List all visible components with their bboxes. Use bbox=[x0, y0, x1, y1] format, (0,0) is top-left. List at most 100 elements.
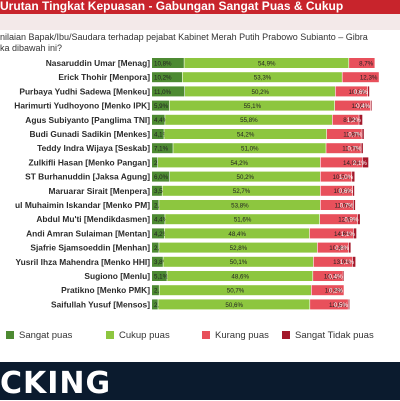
data-label-sangat-puas: 4,4% bbox=[154, 217, 169, 224]
legend-item-sangat-puas: Sangat puas bbox=[6, 330, 72, 341]
bar-segment-kurang-puas bbox=[342, 72, 379, 83]
bar-segment-cukup-puas bbox=[159, 285, 311, 296]
bar-segment-cukup-puas bbox=[159, 200, 320, 210]
bar-segment-kurang-puas bbox=[320, 200, 353, 210]
bar-segment-sangat-tidak-puas bbox=[352, 171, 355, 182]
bar-segment-cukup-puas bbox=[170, 171, 320, 182]
bar-segment-sangat-puas bbox=[152, 228, 164, 239]
bar-segment-kurang-puas bbox=[320, 157, 362, 168]
bar-segment-kurang-puas bbox=[335, 86, 368, 97]
bar-segment-sangat-tidak-puas bbox=[362, 157, 369, 168]
data-label-kurang-puas: 14,0% bbox=[343, 160, 361, 167]
bar-segment-kurang-puas bbox=[310, 299, 348, 310]
category-label: Harimurti Yudhoyono [Menko IPK] bbox=[14, 101, 150, 111]
bar-segment-kurang-puas bbox=[320, 171, 352, 182]
legend-swatch-kurang-puas bbox=[202, 331, 210, 340]
bar-segment-cukup-puas bbox=[169, 100, 335, 111]
data-label-kurang-puas: 13,0% bbox=[333, 259, 351, 266]
data-label-cukup-puas: 51,6% bbox=[234, 217, 252, 224]
bar-segment-sangat-puas bbox=[152, 58, 184, 68]
bar-segment-kurang-puas bbox=[326, 129, 362, 139]
bar-segment-cukup-puas bbox=[159, 242, 317, 253]
brand-logo-text: CKING bbox=[0, 366, 112, 401]
data-label-sangat-tidak-puas: 1,0% bbox=[339, 174, 354, 181]
bar-segment-sangat-puas bbox=[152, 256, 163, 267]
bar-segment-sangat-puas bbox=[152, 185, 162, 196]
bar-segment-sangat-puas bbox=[152, 242, 159, 253]
footer-band bbox=[0, 362, 400, 400]
bar-segment-sangat-tidak-puas bbox=[359, 114, 363, 125]
question-line-1: nilaian Bapak/Ibu/Saudara terhadap pejab… bbox=[0, 32, 368, 42]
data-label-cukup-puas: 48,6% bbox=[231, 273, 249, 280]
data-label-kurang-puas: 10,9% bbox=[325, 288, 343, 295]
data-label-sangat-tidak-puas: 0,4% bbox=[356, 103, 371, 110]
data-label-sangat-puas: 10,8% bbox=[154, 60, 172, 67]
bar-segment-cukup-puas bbox=[182, 72, 342, 83]
bar-segment-cukup-puas bbox=[165, 114, 332, 125]
data-label-sangat-tidak-puas: 0,6% bbox=[339, 188, 354, 195]
bar-segment-kurang-puas bbox=[326, 143, 361, 154]
data-label-cukup-puas: 52,8% bbox=[230, 245, 248, 252]
category-label: Agus Subiyanto [Panglima TNI] bbox=[25, 115, 150, 125]
category-label: Sugiono [Menlu] bbox=[84, 271, 150, 281]
legend-label-cukup-puas: Cukup puas bbox=[119, 330, 170, 341]
data-label-kurang-puas: 8,9% bbox=[343, 117, 358, 124]
data-label-cukup-puas: 55,1% bbox=[244, 103, 262, 110]
data-label-sangat-puas: 11,0% bbox=[154, 89, 172, 96]
data-label-sangat-tidak-puas: 0,7% bbox=[347, 146, 362, 153]
data-label-sangat-tidak-puas: 0,5% bbox=[334, 302, 349, 309]
bar-segment-sangat-puas bbox=[152, 285, 159, 296]
bar-segment-cukup-puas bbox=[173, 143, 326, 154]
bar-segment-sangat-puas bbox=[152, 86, 185, 97]
data-label-sangat-tidak-puas: 1,2% bbox=[347, 117, 362, 124]
bar-segment-cukup-puas bbox=[158, 157, 320, 168]
bar-segment-cukup-puas bbox=[163, 256, 314, 267]
bar-segment-kurang-puas bbox=[313, 271, 343, 281]
bar-segment-sangat-tidak-puas bbox=[368, 86, 370, 97]
bar-segment-sangat-puas bbox=[152, 72, 182, 83]
category-label: Abdul Mu'ti [Mendikdasmen] bbox=[36, 214, 150, 224]
data-label-cukup-puas: 50,6% bbox=[225, 302, 243, 309]
bar-segment-sangat-tidak-puas bbox=[371, 100, 372, 111]
legend-label-kurang-puas: Kurang puas bbox=[215, 330, 269, 341]
category-label: Teddy Indra Wijaya [Seskab] bbox=[37, 143, 150, 153]
data-label-kurang-puas: 10,4% bbox=[329, 245, 347, 252]
data-label-kurang-puas: 14,6% bbox=[334, 231, 352, 238]
bar-segment-sangat-tidak-puas bbox=[362, 129, 364, 139]
legend-item-sangat-tidak-puas: Sangat Tidak puas bbox=[282, 330, 374, 341]
data-label-sangat-tidak-puas: 0,4% bbox=[328, 273, 343, 280]
data-label-kurang-puas: 11,0% bbox=[335, 202, 353, 209]
legend-label-sangat-puas: Sangat puas bbox=[19, 330, 73, 341]
category-label: Saifullah Yusuf [Mensos] bbox=[51, 299, 150, 309]
data-label-cukup-puas: 53,8% bbox=[231, 202, 249, 209]
chart-title: Urutan Tingkat Kepuasan - Gabungan Sanga… bbox=[0, 0, 344, 13]
data-label-sangat-puas: 4,4% bbox=[154, 117, 169, 124]
data-label-cukup-puas: 54,2% bbox=[231, 160, 249, 167]
data-label-kurang-puas: 12,8% bbox=[329, 302, 347, 309]
bar-segment-kurang-puas bbox=[332, 114, 359, 125]
bar-segment-kurang-puas bbox=[311, 285, 344, 296]
bar-segment-kurang-puas bbox=[313, 256, 353, 267]
bar-segment-kurang-puas bbox=[309, 228, 353, 239]
bar-segment-sangat-tidak-puas bbox=[353, 185, 355, 196]
bar-segment-sangat-tidak-puas bbox=[352, 256, 356, 267]
data-label-sangat-puas: 10,2% bbox=[154, 75, 172, 82]
header-strip bbox=[0, 14, 400, 30]
data-label-kurang-puas: 11,8% bbox=[343, 131, 361, 138]
bar-segment-sangat-puas bbox=[152, 214, 165, 225]
chart-legend: Sangat puas Cukup puas Kurang puas Sanga… bbox=[0, 330, 400, 346]
bar-segment-cukup-puas bbox=[162, 185, 320, 196]
data-label-sangat-tidak-puas: 0,8% bbox=[335, 245, 350, 252]
category-label: Maruarar Sirait [Menpera] bbox=[49, 186, 151, 196]
bar-segment-cukup-puas bbox=[184, 58, 349, 68]
bar-segment-cukup-puas bbox=[185, 86, 335, 97]
bar-segment-sangat-puas bbox=[152, 200, 159, 210]
legend-swatch-cukup-puas bbox=[106, 331, 114, 340]
data-label-cukup-puas: 50,7% bbox=[227, 288, 245, 295]
data-label-kurang-puas: 10,1% bbox=[324, 273, 342, 280]
data-label-sangat-puas: 5,9% bbox=[154, 103, 169, 110]
data-label-sangat-puas: 3,8% bbox=[154, 259, 169, 266]
bar-segment-cukup-puas bbox=[158, 299, 310, 310]
bar-segment-cukup-puas bbox=[164, 228, 310, 239]
data-label-kurang-puas: 10,8% bbox=[348, 89, 366, 96]
